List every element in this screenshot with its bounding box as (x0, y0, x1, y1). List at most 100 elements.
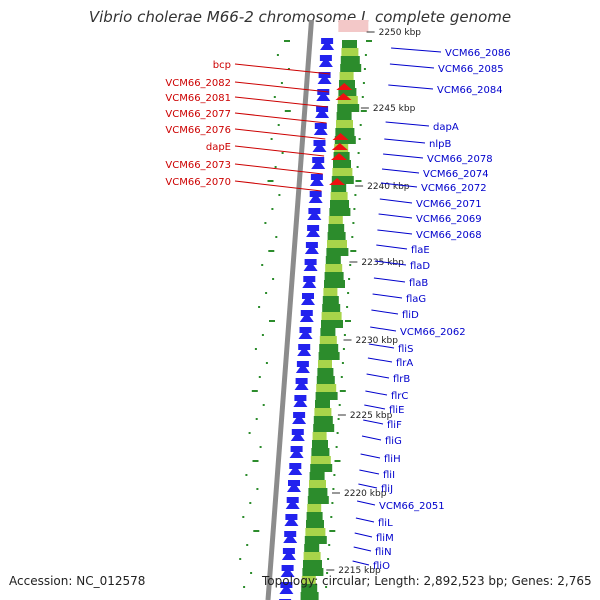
gc-bar (339, 80, 355, 88)
gc-dot (336, 432, 339, 434)
gc-dot (338, 404, 341, 406)
gc-bar (316, 384, 337, 392)
gc-dot (364, 54, 367, 56)
gc-bar (333, 160, 351, 168)
gc-dot (284, 40, 290, 42)
forward-gene-block (282, 548, 295, 554)
reverse-gene-arrow (336, 83, 353, 90)
forward-gene-arrow (293, 397, 308, 407)
reverse-gene-leader (234, 163, 323, 175)
forward-gene-arrow (294, 380, 309, 390)
forward-gene-block (298, 344, 311, 350)
forward-gene-arrow (306, 227, 321, 237)
gc-bar (318, 352, 340, 360)
reverse-gene-leader (234, 63, 331, 75)
forward-gene-arrow (299, 312, 314, 322)
forward-gene-label: fliL (378, 518, 393, 529)
forward-gene-leader (364, 404, 386, 410)
gc-bar (324, 272, 344, 280)
forward-gene-leader (354, 532, 373, 538)
forward-gene-arrow (302, 278, 317, 288)
gc-dot (258, 376, 261, 378)
gc-bar (325, 264, 343, 272)
forward-gene-leader (363, 419, 384, 425)
gc-dot (339, 390, 346, 392)
forward-gene-leader (389, 63, 435, 69)
reverse-gene-label: VCM66_2070 (165, 177, 231, 188)
forward-gene-block (309, 191, 322, 197)
gc-bar (306, 512, 323, 520)
forward-gene-leader (372, 293, 403, 299)
gc-dot (341, 362, 344, 364)
forward-gene-arrow (290, 431, 305, 441)
gc-dot (348, 278, 351, 280)
forward-gene-arrow (317, 74, 332, 84)
gc-bar (324, 280, 345, 288)
gc-dot (359, 124, 362, 126)
forward-gene-label: fliN (375, 547, 392, 558)
gc-dot (246, 544, 249, 546)
gc-dot (274, 166, 277, 168)
forward-gene-block (316, 106, 329, 112)
forward-gene-block (310, 174, 323, 180)
gc-bar (310, 456, 331, 464)
gc-dot (328, 544, 331, 546)
forward-gene-label: VCM66_2062 (400, 327, 466, 338)
gc-dot (366, 40, 372, 42)
forward-gene-arrow (280, 567, 295, 577)
reverse-gene-label: VCM66_2073 (165, 160, 231, 171)
gc-dot (259, 446, 262, 448)
gc-bar (319, 336, 337, 344)
gc-bar (319, 344, 339, 352)
gc-dot (363, 68, 366, 70)
forward-gene-arrow (303, 261, 318, 271)
forward-gene-label: fliS (398, 344, 413, 355)
forward-gene-block (300, 310, 313, 316)
forward-gene-track (279, 38, 335, 600)
forward-gene-leader (381, 168, 420, 174)
forward-gene-block (305, 242, 318, 248)
scale-track: 2250 kbp 2245 kbp 2240 kbp 2235 kbp 2230 kbp… (326, 28, 421, 576)
gc-bar (339, 72, 354, 80)
forward-gene-leader (358, 483, 378, 489)
forward-gene-label: dapA (433, 122, 459, 133)
forward-gene-label: fliG (385, 436, 402, 447)
gc-bar (302, 568, 324, 576)
gc-dot (334, 460, 341, 462)
gc-dot (242, 516, 245, 518)
forward-gene-arrow (318, 57, 333, 67)
gene-labels: bcp VCM66_2082 VCM66_2081 VCM66_2077 VCM66_2… (165, 47, 511, 572)
gc-dot (276, 54, 279, 56)
gc-bar (336, 120, 353, 128)
reverse-gene-label: VCM66_2081 (165, 93, 231, 104)
forward-gene-leader (355, 517, 375, 523)
forward-gene-block (299, 327, 312, 333)
gc-dot (248, 432, 251, 434)
forward-gene-label: flaE (411, 245, 430, 256)
gc-bar (330, 200, 349, 208)
gc-bar (332, 168, 353, 176)
gc-dot (245, 474, 248, 476)
forward-gene-arrow (292, 414, 307, 424)
highlight-region (338, 20, 369, 32)
gc-dot (330, 516, 333, 518)
gc-bar (342, 40, 357, 48)
gc-bar (309, 480, 326, 488)
gc-bar (305, 528, 326, 536)
gc-dot (362, 82, 365, 84)
gc-dot (325, 586, 328, 588)
forward-gene-leader (366, 373, 390, 379)
forward-gene-arrow (297, 346, 312, 356)
gc-bar (328, 216, 343, 224)
forward-gene-arrow (285, 499, 300, 509)
forward-gene-block (318, 72, 331, 78)
forward-gene-label: VCM66_2068 (416, 230, 482, 241)
forward-gene-leader (370, 326, 397, 332)
gc-bar (310, 464, 333, 472)
reverse-gene-arrow (331, 153, 347, 160)
gc-dot (287, 68, 290, 70)
forward-gene-label: VCM66_2074 (423, 169, 489, 180)
forward-gene-leader (391, 47, 442, 53)
forward-gene-block (302, 293, 314, 299)
